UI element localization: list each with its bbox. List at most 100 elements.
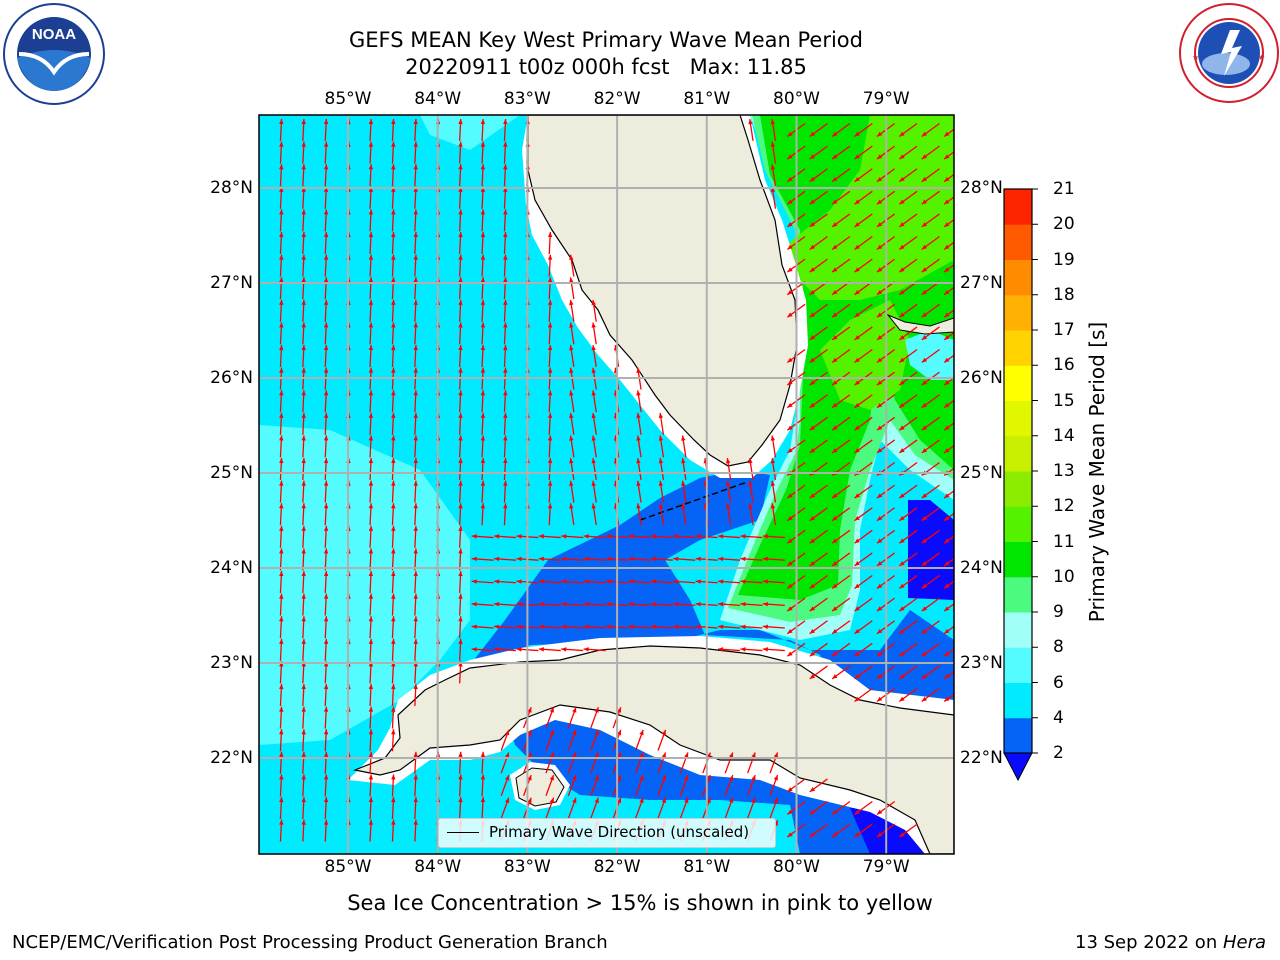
wave-arrow-head	[279, 480, 284, 486]
latitude-label: 22°N	[960, 748, 1003, 768]
wave-arrow-head	[591, 503, 596, 509]
wave-arrow-head	[832, 357, 838, 363]
wave-arrow-head	[583, 556, 589, 562]
wave-arrow-head	[787, 222, 793, 227]
wave-arrow-head	[368, 435, 374, 441]
wave-arrow-head	[854, 448, 860, 453]
wave-arrow-head	[368, 390, 374, 396]
wave-arrow-head	[809, 583, 816, 589]
wave-arrow-head	[725, 503, 731, 509]
wave-arrow-head	[301, 751, 306, 757]
wave-arrow-head	[504, 752, 510, 758]
wave-arrow-head	[787, 515, 793, 521]
wave-arrow-head	[832, 335, 838, 340]
wave-arrow-head	[899, 493, 905, 499]
wave-arrow-head	[944, 289, 950, 295]
wave-arrow-head	[549, 707, 554, 713]
wave-arrow-head	[279, 593, 284, 599]
longitude-label: 82°W	[593, 857, 641, 877]
wave-arrow-head	[854, 176, 860, 182]
wave-arrow-head	[471, 601, 477, 607]
wave-arrow-head	[636, 503, 641, 509]
wave-arrow-head	[876, 696, 883, 702]
wave-arrow-head	[323, 548, 329, 554]
wave-arrow-head	[854, 380, 860, 386]
wave-arrow-head	[787, 538, 793, 544]
wave-arrow-head	[458, 141, 463, 147]
wave-arrow-head	[583, 601, 589, 607]
wave-arrow-head	[658, 503, 664, 509]
wave-arrow-head	[854, 425, 860, 431]
wave-arrow-head	[391, 299, 396, 305]
wave-arrow-head	[503, 254, 508, 260]
wave-arrow-head	[301, 390, 306, 396]
wave-arrow-head	[639, 775, 644, 781]
colorbar-tick-label: 10	[1053, 566, 1075, 587]
wave-arrow-head	[391, 593, 396, 599]
wave-arrow-head	[787, 583, 793, 589]
wave-arrow-head	[899, 425, 905, 431]
wave-arrow-head	[681, 480, 686, 486]
wave-arrow-head	[854, 832, 860, 838]
wave-arrow-head	[787, 832, 793, 838]
wave-arrow-head	[480, 412, 486, 418]
wave-arrow-head	[899, 583, 905, 589]
wave-arrow-head	[279, 706, 284, 712]
wave-arrow-head	[762, 647, 768, 652]
wave-arrow-head	[368, 751, 374, 757]
wave-arrow-head	[899, 335, 905, 340]
wave-arrow-head	[854, 538, 860, 544]
wave-arrow-head	[413, 345, 418, 351]
wave-arrow-head	[809, 335, 816, 340]
wave-arrow-head	[413, 571, 418, 577]
wave-arrow-head	[503, 186, 508, 192]
wave-arrow-head	[413, 277, 418, 283]
wave-arrow-head	[876, 199, 883, 205]
wave-arrow-head	[899, 515, 905, 521]
wave-arrow-head	[832, 832, 838, 838]
period-field-6-8-bahamas	[905, 330, 954, 380]
wave-arrow-head	[876, 380, 883, 386]
wave-arrow-head	[921, 674, 928, 679]
wave-arrow-head	[391, 571, 396, 577]
wave-arrow-head	[480, 209, 486, 215]
colorbar-segment	[1004, 189, 1032, 225]
latitude-label: 25°N	[960, 463, 1003, 483]
wave-arrow-head	[391, 322, 396, 328]
wave-arrow-head	[606, 601, 612, 607]
wave-arrow-head	[718, 556, 724, 562]
wave-arrow-head	[832, 131, 838, 137]
wave-arrow-head	[628, 601, 634, 607]
wave-arrow-head	[944, 674, 950, 679]
wave-arrow-head	[323, 774, 329, 780]
wave-arrow-head	[413, 254, 418, 260]
wave-arrow-head	[458, 774, 463, 780]
wave-arrow-head	[921, 606, 928, 612]
wave-arrow-head	[809, 402, 816, 408]
wave-arrow-head	[527, 752, 532, 758]
wave-arrow-head	[650, 579, 656, 584]
wave-arrow-head	[323, 141, 329, 147]
wave-arrow-head	[391, 480, 396, 486]
cuba-land	[352, 645, 954, 854]
wave-arrow-head	[832, 402, 838, 408]
wave-arrow-head	[583, 534, 589, 539]
wave-arrow-head	[944, 244, 950, 250]
wave-arrow-head	[480, 345, 486, 351]
wave-arrow-head	[899, 651, 905, 657]
wave-arrow-head	[809, 628, 816, 634]
wave-arrow-head	[787, 402, 793, 408]
colorbar-segment	[1004, 471, 1032, 507]
wave-arrow-head	[413, 616, 418, 622]
wave-arrow-head	[471, 579, 477, 584]
wave-arrow-head	[751, 775, 756, 781]
wave-arrow-head	[538, 534, 544, 539]
wave-arrow-head	[854, 222, 860, 227]
wave-arrow-head	[606, 579, 612, 584]
wave-arrow-head	[718, 534, 724, 539]
wave-arrow-head	[854, 696, 860, 702]
wave-arrow-head	[323, 593, 329, 599]
wave-arrow-head	[809, 832, 816, 838]
wave-arrow-head	[569, 412, 574, 419]
